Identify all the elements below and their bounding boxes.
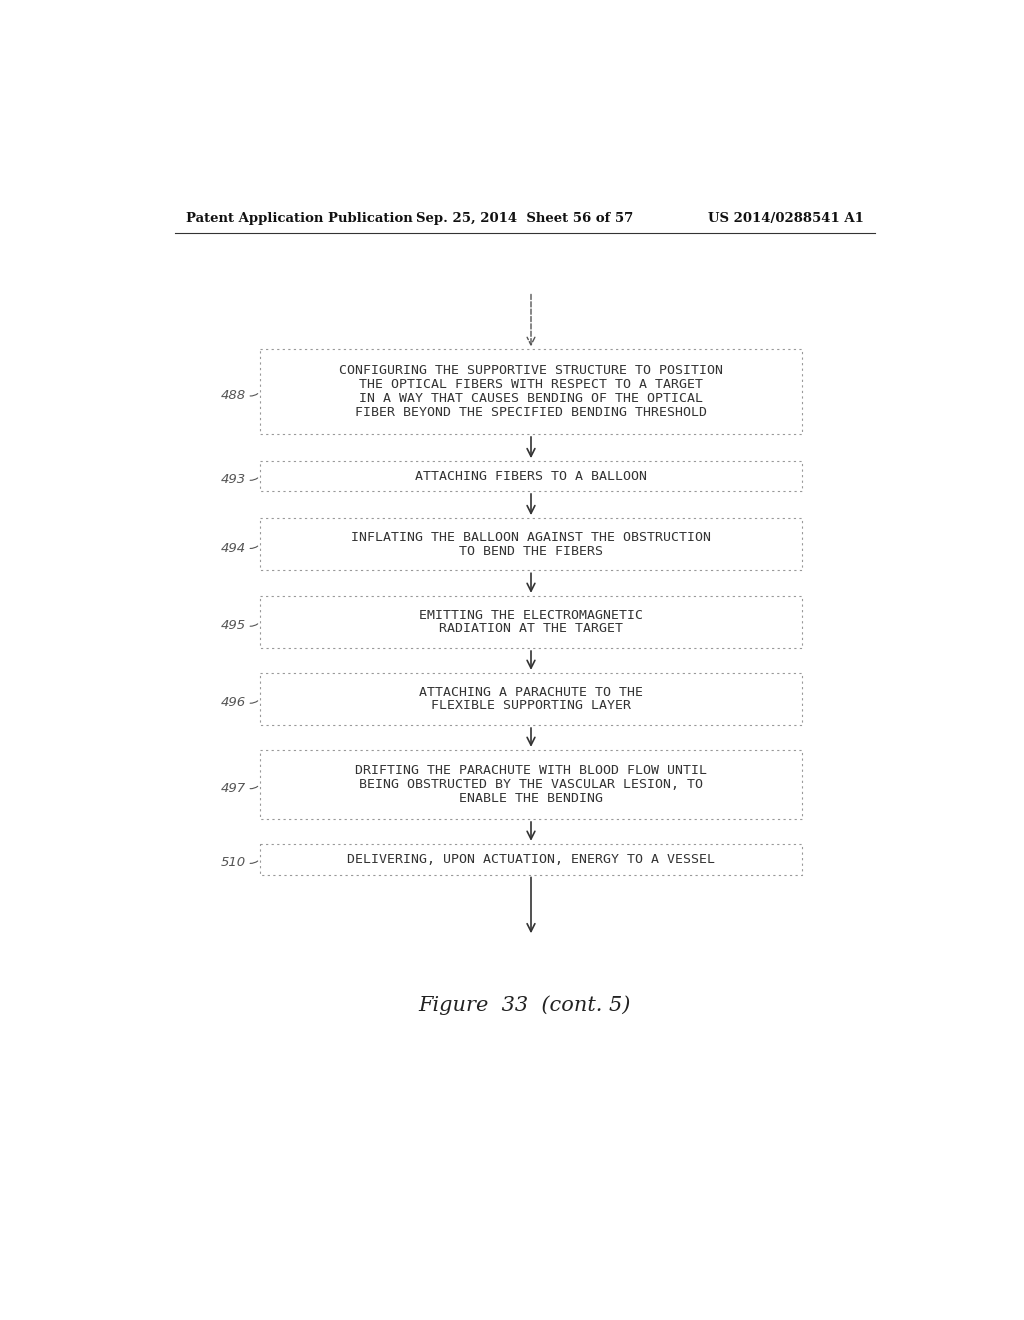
Text: ATTACHING FIBERS TO A BALLOON: ATTACHING FIBERS TO A BALLOON (415, 470, 647, 483)
Text: 493: 493 (221, 474, 246, 486)
Text: TO BEND THE FIBERS: TO BEND THE FIBERS (459, 545, 603, 557)
Text: FIBER BEYOND THE SPECIFIED BENDING THRESHOLD: FIBER BEYOND THE SPECIFIED BENDING THRES… (355, 407, 707, 418)
Text: RADIATION AT THE TARGET: RADIATION AT THE TARGET (439, 622, 623, 635)
Text: 497: 497 (221, 781, 246, 795)
Text: Sep. 25, 2014  Sheet 56 of 57: Sep. 25, 2014 Sheet 56 of 57 (416, 213, 634, 224)
Text: 510: 510 (221, 857, 246, 870)
Text: DELIVERING, UPON ACTUATION, ENERGY TO A VESSEL: DELIVERING, UPON ACTUATION, ENERGY TO A … (347, 853, 715, 866)
Text: US 2014/0288541 A1: US 2014/0288541 A1 (708, 213, 863, 224)
Text: IN A WAY THAT CAUSES BENDING OF THE OPTICAL: IN A WAY THAT CAUSES BENDING OF THE OPTI… (359, 392, 703, 405)
Text: THE OPTICAL FIBERS WITH RESPECT TO A TARGET: THE OPTICAL FIBERS WITH RESPECT TO A TAR… (359, 379, 703, 391)
Text: INFLATING THE BALLOON AGAINST THE OBSTRUCTION: INFLATING THE BALLOON AGAINST THE OBSTRU… (351, 531, 711, 544)
Text: 488: 488 (221, 389, 246, 403)
Bar (260, 750, 802, 818)
Text: Patent Application Publication: Patent Application Publication (186, 213, 413, 224)
Text: BEING OBSTRUCTED BY THE VASCULAR LESION, TO: BEING OBSTRUCTED BY THE VASCULAR LESION,… (359, 777, 703, 791)
Text: DRIFTING THE PARACHUTE WITH BLOOD FLOW UNTIL: DRIFTING THE PARACHUTE WITH BLOOD FLOW U… (355, 764, 707, 777)
Text: FLEXIBLE SUPPORTING LAYER: FLEXIBLE SUPPORTING LAYER (431, 700, 631, 713)
Text: 495: 495 (221, 619, 246, 632)
Text: ENABLE THE BENDING: ENABLE THE BENDING (459, 792, 603, 805)
Bar (260, 595, 802, 648)
Text: CONFIGURING THE SUPPORTIVE STRUCTURE TO POSITION: CONFIGURING THE SUPPORTIVE STRUCTURE TO … (339, 364, 723, 378)
Text: EMITTING THE ELECTROMAGNETIC: EMITTING THE ELECTROMAGNETIC (419, 609, 643, 622)
Bar (260, 843, 802, 875)
Text: 494: 494 (221, 541, 246, 554)
Bar (260, 461, 802, 491)
Text: Figure  33  (cont. 5): Figure 33 (cont. 5) (419, 995, 631, 1015)
Text: 496: 496 (221, 696, 246, 709)
Text: ATTACHING A PARACHUTE TO THE: ATTACHING A PARACHUTE TO THE (419, 685, 643, 698)
Bar (260, 517, 802, 570)
Bar (260, 673, 802, 725)
Bar (260, 350, 802, 434)
